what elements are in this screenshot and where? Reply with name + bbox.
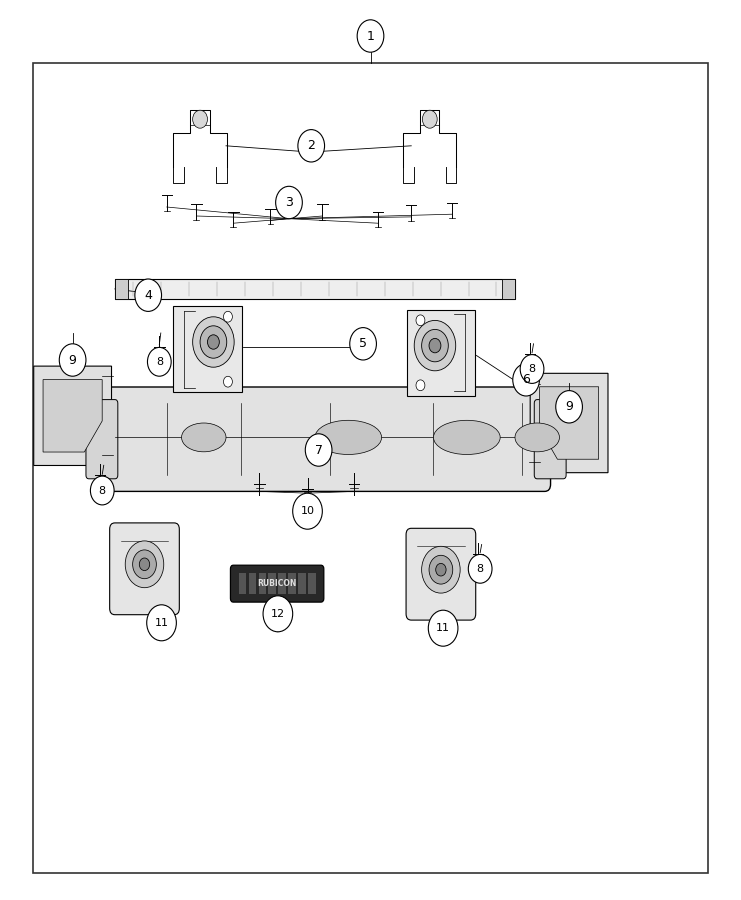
Circle shape	[416, 380, 425, 391]
Circle shape	[147, 605, 176, 641]
Circle shape	[276, 186, 302, 219]
Polygon shape	[531, 374, 608, 473]
Circle shape	[224, 311, 233, 322]
FancyBboxPatch shape	[406, 528, 476, 620]
Circle shape	[224, 376, 233, 387]
Circle shape	[135, 279, 162, 311]
Ellipse shape	[182, 423, 226, 452]
Circle shape	[139, 558, 150, 571]
Circle shape	[298, 130, 325, 162]
FancyBboxPatch shape	[115, 279, 515, 299]
FancyBboxPatch shape	[248, 573, 256, 594]
FancyBboxPatch shape	[259, 573, 266, 594]
FancyBboxPatch shape	[299, 573, 306, 594]
Ellipse shape	[515, 423, 559, 452]
Text: 5: 5	[359, 338, 367, 350]
Text: 1: 1	[367, 30, 374, 42]
FancyBboxPatch shape	[407, 310, 475, 396]
Circle shape	[416, 315, 425, 326]
Circle shape	[414, 320, 456, 371]
Circle shape	[90, 476, 114, 505]
Circle shape	[428, 610, 458, 646]
Circle shape	[305, 434, 332, 466]
Text: 7: 7	[315, 444, 322, 456]
FancyBboxPatch shape	[308, 573, 316, 594]
FancyBboxPatch shape	[230, 565, 324, 602]
Circle shape	[207, 335, 219, 349]
Circle shape	[200, 326, 227, 358]
FancyBboxPatch shape	[288, 573, 296, 594]
FancyBboxPatch shape	[110, 523, 179, 615]
Text: 8: 8	[99, 485, 106, 496]
Text: 9: 9	[69, 354, 76, 366]
Text: 11: 11	[436, 623, 450, 634]
FancyBboxPatch shape	[239, 573, 246, 594]
FancyBboxPatch shape	[33, 63, 708, 873]
Text: 9: 9	[565, 400, 573, 413]
Circle shape	[556, 391, 582, 423]
Circle shape	[350, 328, 376, 360]
Circle shape	[422, 546, 460, 593]
Text: 8: 8	[476, 563, 484, 574]
Circle shape	[147, 347, 171, 376]
Text: 10: 10	[301, 506, 314, 517]
Text: 11: 11	[155, 617, 168, 628]
FancyBboxPatch shape	[534, 400, 566, 479]
Polygon shape	[539, 387, 599, 459]
FancyBboxPatch shape	[173, 306, 242, 392]
Circle shape	[193, 110, 207, 128]
FancyBboxPatch shape	[86, 400, 118, 479]
FancyBboxPatch shape	[102, 387, 551, 491]
Circle shape	[468, 554, 492, 583]
Text: RUBICON: RUBICON	[257, 580, 297, 589]
Polygon shape	[34, 366, 111, 465]
Circle shape	[429, 338, 441, 353]
Text: 4: 4	[144, 289, 152, 302]
Text: 8: 8	[528, 364, 536, 374]
Circle shape	[436, 563, 446, 576]
FancyBboxPatch shape	[268, 573, 276, 594]
FancyBboxPatch shape	[279, 573, 286, 594]
Text: 3: 3	[285, 196, 293, 209]
Text: 6: 6	[522, 374, 530, 386]
Circle shape	[133, 550, 156, 579]
Circle shape	[513, 364, 539, 396]
Circle shape	[293, 493, 322, 529]
Circle shape	[357, 20, 384, 52]
Circle shape	[520, 355, 544, 383]
Circle shape	[125, 541, 164, 588]
Circle shape	[193, 317, 234, 367]
Text: 12: 12	[270, 608, 285, 619]
Circle shape	[429, 555, 453, 584]
Circle shape	[422, 110, 437, 128]
Ellipse shape	[433, 420, 500, 454]
Text: 2: 2	[308, 140, 315, 152]
Text: 8: 8	[156, 356, 163, 367]
FancyBboxPatch shape	[115, 279, 128, 299]
Polygon shape	[43, 380, 102, 452]
Circle shape	[59, 344, 86, 376]
Circle shape	[263, 596, 293, 632]
FancyBboxPatch shape	[502, 279, 515, 299]
Circle shape	[422, 329, 448, 362]
Ellipse shape	[315, 420, 382, 454]
